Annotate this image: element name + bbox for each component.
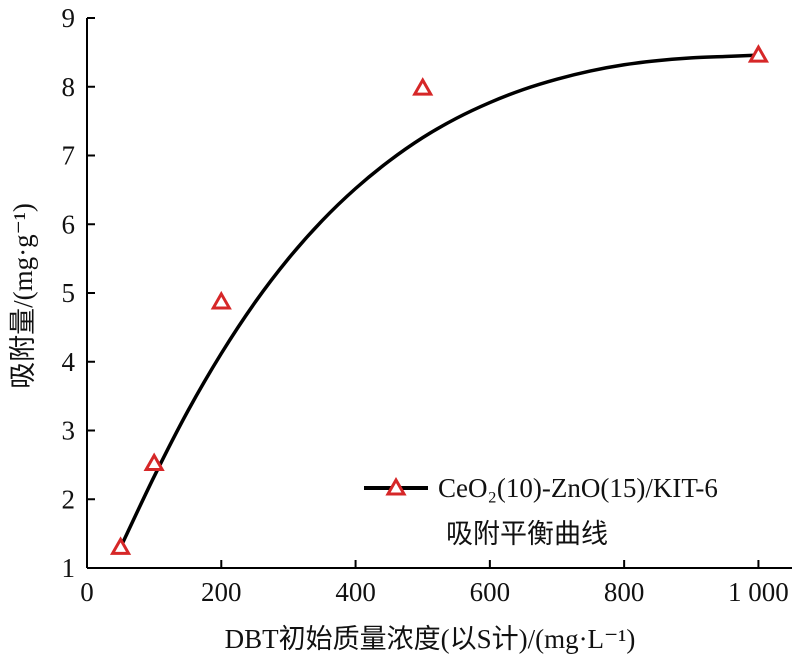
- x-tick-label: 0: [80, 577, 94, 607]
- x-tick-label: 800: [604, 577, 645, 607]
- y-tick-label: 7: [62, 141, 76, 171]
- fit-curve-layer: [118, 53, 759, 549]
- x-axis-ticks: 0 200 400 600 800 1 000: [80, 560, 789, 607]
- x-tick-label: 1 000: [728, 577, 789, 607]
- y-tick-label: 5: [62, 278, 76, 308]
- y-tick-label: 6: [62, 209, 76, 239]
- data-point-marker: [109, 536, 132, 555]
- legend-series-subtitle: 吸附平衡曲线: [446, 519, 608, 549]
- y-axis-ticks: 1 2 3 4 5 6 7 8 9: [62, 3, 95, 583]
- data-point-marker: [747, 44, 770, 63]
- legend-series-name: CeO₂(10)-ZnO(15)/KIT-6: [438, 473, 718, 503]
- y-axis-title: 吸附量/(mg·g⁻¹): [8, 203, 38, 389]
- legend-triangle-marker: [385, 476, 407, 496]
- y-tick-label: 2: [62, 484, 76, 514]
- x-tick-label: 600: [470, 577, 511, 607]
- y-tick-label: 8: [62, 72, 76, 102]
- y-tick-label: 4: [62, 347, 76, 377]
- data-point-marker: [210, 290, 232, 310]
- y-tick-label: 9: [62, 3, 76, 33]
- x-tick-label: 400: [335, 577, 376, 607]
- data-point-marker: [412, 77, 434, 96]
- legend: CeO₂(10)-ZnO(15)/KIT-6 吸附平衡曲线: [364, 473, 718, 549]
- x-axis-title: DBT初始质量浓度(以S计)/(mg·L⁻¹): [225, 624, 636, 654]
- y-tick-label: 3: [62, 416, 76, 446]
- fit-curve-line: [118, 53, 759, 549]
- y-tick-label: 1: [62, 553, 76, 583]
- data-point-marker: [143, 452, 165, 471]
- x-tick-label: 200: [201, 577, 242, 607]
- data-points-layer: [109, 44, 770, 555]
